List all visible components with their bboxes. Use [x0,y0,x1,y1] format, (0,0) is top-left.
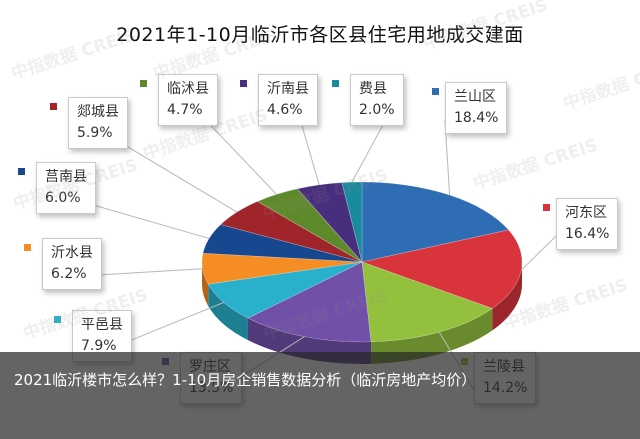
callout-莒南县: 莒南县 6.0% [36,162,96,214]
callout-沂南县: 沂南县 4.6% [258,74,318,126]
slice-name-label: 平邑县 [81,317,123,333]
legend-marker-河东区 [543,204,550,211]
leader-line-莒南县 [75,199,210,239]
slice-value-label: 7.9% [81,338,117,354]
slice-value-label: 16.4% [565,226,610,242]
pie-slice-莒南县 [202,224,363,263]
slice-value-label: 18.4% [454,110,499,126]
slice-value-label: 6.0% [45,190,81,206]
callout-河东区: 河东区 16.4% [556,198,619,250]
callout-郯城县: 郯城县 5.9% [68,97,128,149]
callout-沂水县: 沂水县 6.2% [42,238,102,290]
slice-name-label: 沂水县 [51,245,93,261]
slice-name-label: 兰山区 [454,89,496,105]
slice-value-label: 5.9% [77,125,113,141]
legend-marker-莒南县 [18,168,25,175]
slice-name-label: 河东区 [565,205,607,221]
caption-bar [0,352,640,439]
pie-slice-郯城县 [220,201,363,263]
chart-title: 2021年1-10月临沂市各区县住宅用地成交建面 [116,24,524,46]
slice-name-label: 郯城县 [77,104,119,120]
leader-line-河东区 [520,235,557,271]
leader-line-郯城县 [107,134,238,213]
slice-value-label: 4.7% [167,102,203,118]
pie-side-沂水县 [202,262,209,307]
caption-text: 2021临沂楼市怎么样？1-10月房企销售数据分析（临沂房地产均价） [14,371,477,389]
pie-slice-临沭县 [256,188,363,263]
pie-slice-罗庄区 [247,261,372,343]
slice-name-label: 费县 [359,81,387,97]
legend-marker-沂南县 [240,80,247,87]
slice-name-label: 临沭县 [167,81,209,97]
pie-slice-沂南县 [296,182,363,263]
legend-marker-平邑县 [54,316,61,323]
callout-临沭县: 临沭县 4.7% [158,74,218,126]
pie-side-河东区 [492,262,522,331]
callout-兰山区: 兰山区 18.4% [445,82,508,134]
leader-line-沂水县 [81,268,203,277]
slice-name-label: 莒南县 [45,169,87,185]
callout-费县: 费县 2.0% [350,74,404,126]
slice-value-label: 2.0% [359,102,395,118]
legend-marker-临沭县 [140,80,147,87]
legend-marker-郯城县 [50,103,57,110]
legend-marker-沂水县 [24,244,31,251]
slice-name-label: 沂南县 [267,81,309,97]
legend-marker-费县 [332,80,339,87]
legend-marker-兰山区 [432,88,439,95]
slice-value-label: 4.6% [267,102,303,118]
pie-side-平邑县 [208,284,248,341]
slice-value-label: 6.2% [51,266,87,282]
pie-side-兰陵县 [371,308,493,364]
